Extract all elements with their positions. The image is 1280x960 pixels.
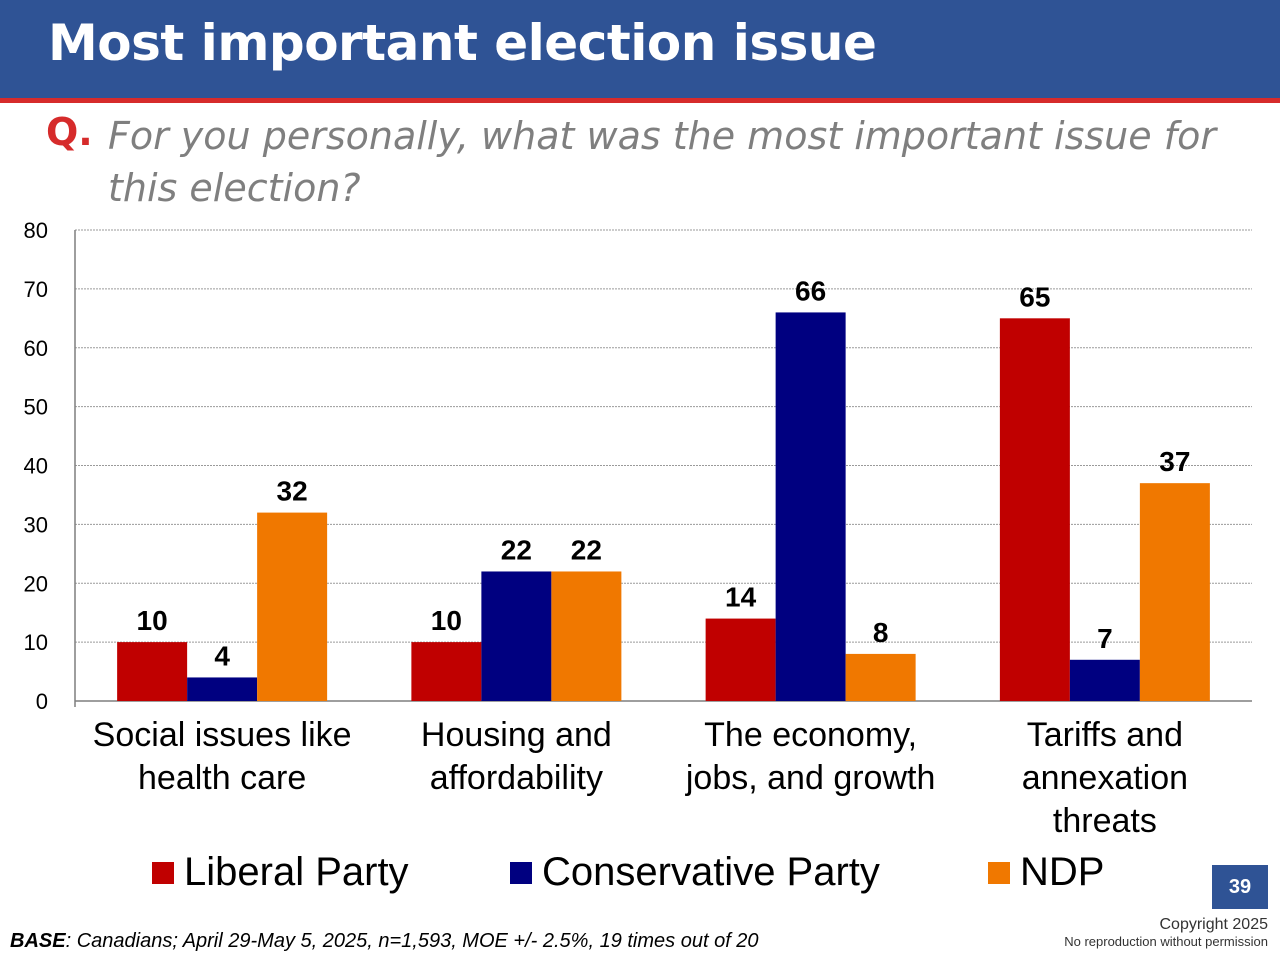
legend-swatch <box>510 861 532 884</box>
y-tick-label: 20 <box>24 571 48 596</box>
legend-item: Conservative Party <box>510 850 880 895</box>
copyright-notice: Copyright 2025 No reproduction without p… <box>1064 916 1268 949</box>
data-label: 22 <box>571 534 602 565</box>
legend-label: NDP <box>1020 850 1105 894</box>
header-bar: Most important election issue <box>0 0 1280 98</box>
y-tick-label: 30 <box>24 512 48 537</box>
base-label: BASE <box>10 930 66 952</box>
y-tick-label: 40 <box>24 454 48 479</box>
bar-ndp <box>257 512 328 701</box>
page-title: Most important election issue <box>48 14 877 72</box>
y-tick-label: 10 <box>24 630 48 655</box>
legend-item: Liberal Party <box>152 850 409 895</box>
data-label: 8 <box>873 617 889 648</box>
legend-swatch <box>152 861 174 884</box>
legend-label: Conservative Party <box>542 850 880 894</box>
bar-liberal-party <box>705 618 776 701</box>
bar-conservative-party <box>481 571 552 701</box>
chart-legend: Liberal Party Conservative Party NDP <box>0 850 1280 896</box>
bar-conservative-party <box>187 677 258 701</box>
bar-liberal-party <box>117 642 188 701</box>
x-category-label: jobs, and growth <box>685 759 936 797</box>
y-tick-label: 50 <box>24 395 48 420</box>
y-tick-label: 80 <box>24 218 48 243</box>
base-footnote: BASE: Canadians; April 29-May 5, 2025, n… <box>10 930 759 953</box>
x-category-label: health care <box>138 759 306 797</box>
bar-ndp <box>551 571 622 701</box>
legend-swatch <box>988 861 1010 884</box>
bar-liberal-party <box>411 642 482 701</box>
data-label: 22 <box>501 534 532 565</box>
data-label: 32 <box>277 476 308 507</box>
page-number: 39 <box>1212 865 1268 909</box>
y-tick-label: 70 <box>24 277 48 302</box>
x-category-label: annexation <box>1022 759 1188 797</box>
data-label: 37 <box>1159 446 1190 477</box>
data-label: 10 <box>137 605 168 636</box>
data-label: 10 <box>431 605 462 636</box>
legend-item: NDP <box>988 850 1104 895</box>
x-category-label: Housing and <box>421 716 612 754</box>
x-category-label: Social issues like <box>93 716 352 754</box>
question-marker: Q. <box>46 110 93 154</box>
copyright-text: Copyright 2025 <box>1159 916 1268 933</box>
data-label: 65 <box>1019 281 1050 312</box>
x-category-label: Tariffs and <box>1027 716 1183 754</box>
y-tick-label: 0 <box>36 689 48 714</box>
data-label: 66 <box>795 275 826 306</box>
question-text: For you personally, what was the most im… <box>108 114 1216 210</box>
bar-liberal-party <box>999 318 1070 701</box>
y-tick-label: 60 <box>24 336 48 361</box>
bar-ndp <box>845 653 916 701</box>
x-category-label: affordability <box>430 759 603 797</box>
base-text: : Canadians; April 29-May 5, 2025, n=1,5… <box>65 930 759 952</box>
bar-conservative-party <box>775 312 846 701</box>
bar-chart: 0 10 20 30 40 50 60 70 80 10 4 32 Social issues like… <box>24 218 1252 840</box>
legend-label: Liberal Party <box>184 850 409 894</box>
x-category-label: The economy, <box>704 716 917 754</box>
data-label: 14 <box>725 582 757 613</box>
x-category-label: threats <box>1053 802 1157 840</box>
header-rule <box>0 98 1280 103</box>
data-label: 4 <box>214 640 230 671</box>
bar-ndp <box>1139 483 1210 701</box>
bar-conservative-party <box>1069 659 1140 701</box>
data-label: 7 <box>1097 623 1113 654</box>
no-reproduction-text: No reproduction without permission <box>1064 934 1268 949</box>
